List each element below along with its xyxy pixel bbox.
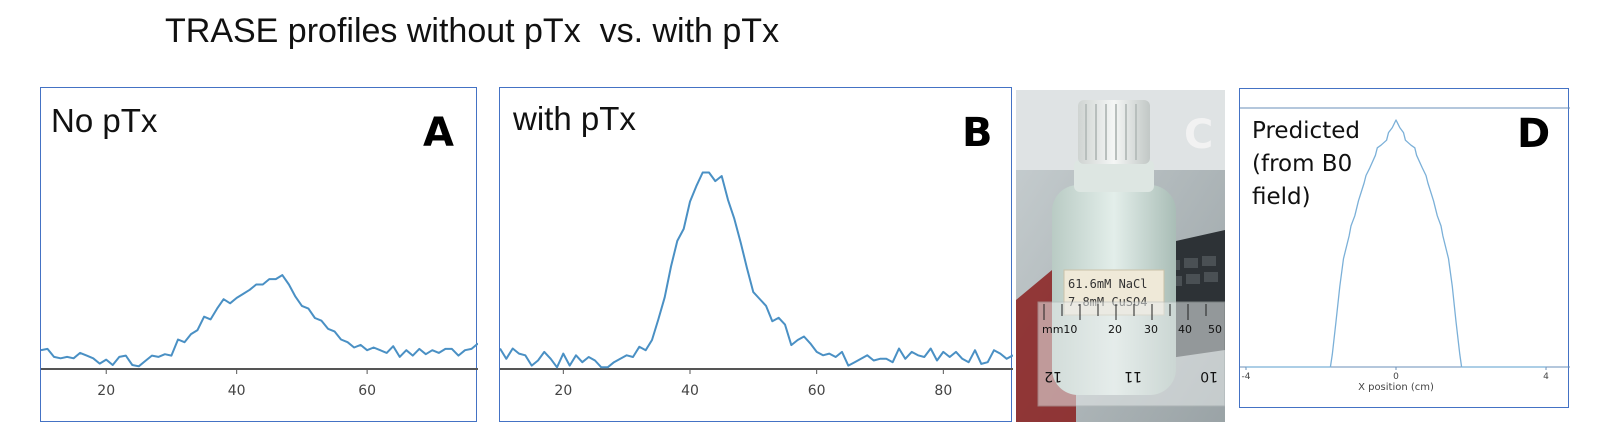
x-tick-label: 40 (228, 383, 246, 399)
ruler-unit-label: mm10 (1042, 323, 1077, 336)
panel-d-label-line1: Predicted (1252, 118, 1360, 144)
panel-d-label-line3: field) (1252, 184, 1311, 210)
x-tick-label: 80 (934, 383, 952, 399)
ruler-bottom-11: 11 (1124, 368, 1142, 384)
x-tick-label: 4 (1543, 372, 1549, 382)
panel-d: -4 0 4 X position (cm) Predicted (from B0 f… (1239, 88, 1570, 408)
panel-a-label: No pTx (51, 102, 158, 139)
ruler-tick-50: 50 (1208, 323, 1222, 336)
panel-b-label: with pTx (513, 100, 636, 137)
x-tick-label: 60 (358, 383, 376, 399)
x-tick-label: -4 (1242, 372, 1251, 382)
panel-b: 20 40 60 80 with pTx B (499, 87, 1013, 422)
series-line-b-0 (500, 171, 1013, 369)
ruler-tick-30: 30 (1144, 323, 1158, 336)
panel-d-letter: D (1517, 111, 1551, 157)
bottle-photo-illustration: 61.6mM NaCl 7.8mM CuSO4 mm10 20 30 40 50… (1016, 90, 1225, 422)
x-tick-label: 0 (1393, 372, 1399, 382)
panel-a-letter: A (423, 110, 454, 156)
ruler-tick-40: 40 (1178, 323, 1192, 336)
ruler-tick-20: 20 (1108, 323, 1122, 336)
x-tick-label: 20 (554, 383, 572, 399)
x-tick-label: 60 (808, 383, 826, 399)
ruler-bottom-12: 12 (1044, 368, 1062, 384)
bottle-label-line1: 61.6mM NaCl (1068, 277, 1147, 291)
chart-d: -4 0 4 X position (cm) (1240, 107, 1570, 393)
ruler-bottom-10: 10 (1200, 368, 1218, 384)
panel-b-letter: B (962, 110, 993, 156)
x-tick-label: 20 (97, 383, 115, 399)
panel-c-letter: C (1184, 112, 1214, 158)
panel-a: 20 40 60 No pTx A (40, 87, 478, 422)
series-line-a-0 (41, 274, 478, 368)
figure-title: TRASE profiles without pTx vs. with pTx (165, 12, 780, 50)
chart-b: 20 40 60 80 (500, 171, 1013, 399)
panel-d-label-line2: (from B0 (1252, 151, 1353, 177)
x-axis-label: X position (cm) (1358, 382, 1434, 393)
chart-a: 20 40 60 (41, 274, 478, 399)
panel-d-label: Predicted (from B0 field) (1252, 115, 1360, 214)
x-tick-label: 40 (681, 383, 699, 399)
series-line-d-0 (1246, 119, 1546, 368)
panel-c-photo: 61.6mM NaCl 7.8mM CuSO4 mm10 20 30 40 50… (1016, 90, 1225, 422)
